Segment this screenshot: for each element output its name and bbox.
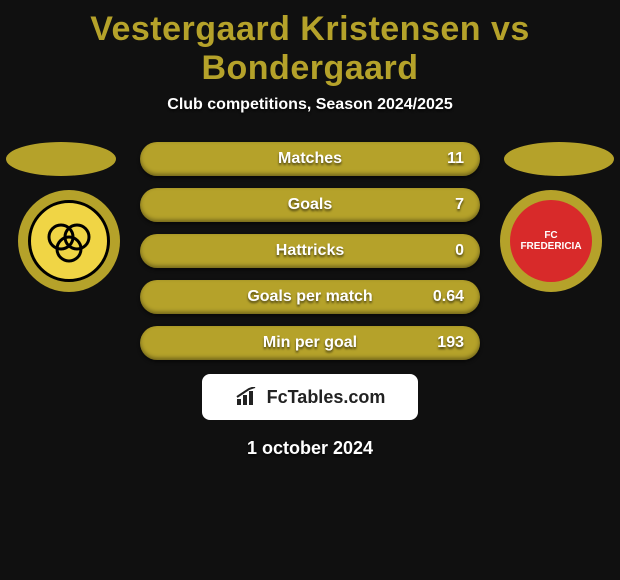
comparison-card: Vestergaard Kristensen vs Bondergaard Cl… <box>0 0 620 580</box>
stats-stage: FC FREDERICIA Matches 11 Goals 7 Hattric… <box>0 142 620 360</box>
title-player-left: Vestergaard Kristensen <box>90 10 481 48</box>
club-left-logo-icon <box>41 213 97 269</box>
stat-value: 193 <box>437 334 464 352</box>
stat-bar: Matches 11 <box>140 142 480 176</box>
club-badge-left <box>18 190 120 292</box>
stat-value: 11 <box>447 150 464 168</box>
club-right-short: FC FREDERICIA <box>514 230 588 252</box>
title-player-right: Bondergaard <box>201 49 418 87</box>
stat-label: Matches <box>278 150 342 168</box>
stat-label: Goals <box>288 196 332 214</box>
stat-value: 0 <box>455 242 464 260</box>
stat-bar: Goals 7 <box>140 188 480 222</box>
brand-chart-icon <box>235 387 259 407</box>
stat-label: Hattricks <box>276 242 344 260</box>
title-vs: vs <box>481 10 530 48</box>
stat-bars: Matches 11 Goals 7 Hattricks 0 Goals per… <box>140 142 480 360</box>
club-badge-left-inner <box>28 200 110 282</box>
stat-bar: Hattricks 0 <box>140 234 480 268</box>
page-title: Vestergaard Kristensen vs Bondergaard <box>0 0 620 88</box>
ellipse-left <box>6 142 116 176</box>
stat-value: 7 <box>455 196 464 214</box>
brand-card: FcTables.com <box>202 374 418 420</box>
subtitle: Club competitions, Season 2024/2025 <box>0 96 620 114</box>
stat-bar: Goals per match 0.64 <box>140 280 480 314</box>
stat-bar: Min per goal 193 <box>140 326 480 360</box>
date-text: 1 october 2024 <box>0 438 620 459</box>
stat-label: Goals per match <box>247 288 372 306</box>
brand-text: FcTables.com <box>267 387 386 408</box>
club-badge-right-inner: FC FREDERICIA <box>510 200 592 282</box>
stat-value: 0.64 <box>433 288 464 306</box>
club-badge-right: FC FREDERICIA <box>500 190 602 292</box>
stat-label: Min per goal <box>263 334 357 352</box>
ellipse-right <box>504 142 614 176</box>
